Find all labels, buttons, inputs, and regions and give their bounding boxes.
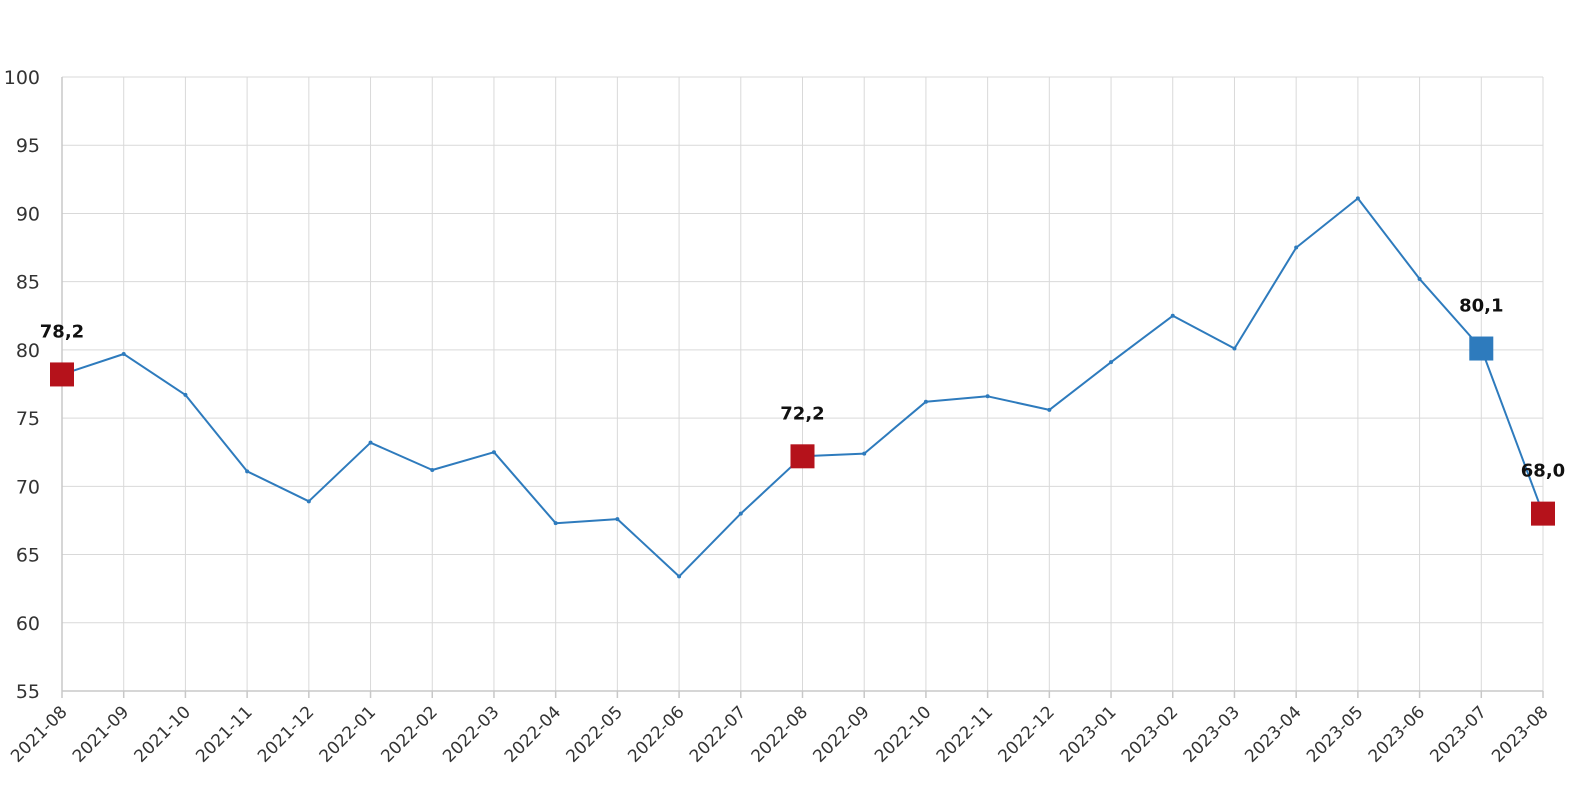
x-tick-label: 2023-07 [1426, 702, 1490, 766]
highlight-marker [790, 444, 815, 469]
data-point [1047, 407, 1052, 412]
x-tick-label: 2022-03 [439, 702, 503, 766]
x-tick-label: 2023-03 [1180, 702, 1244, 766]
highlight-marker [1469, 336, 1494, 361]
x-tick-label: 2023-08 [1488, 702, 1552, 766]
data-point [121, 351, 126, 356]
y-tick-label: 80 [16, 340, 40, 362]
y-tick-label: 95 [16, 135, 40, 157]
x-tick-label: 2022-02 [377, 702, 441, 766]
x-tick-label: 2022-05 [563, 702, 627, 766]
data-point [368, 440, 373, 445]
data-point [738, 511, 743, 516]
x-tick-label: 2022-04 [501, 702, 565, 766]
y-tick-label: 60 [16, 613, 40, 635]
x-tick-label: 2023-02 [1118, 702, 1182, 766]
y-tick-label: 90 [16, 203, 40, 225]
y-tick-label: 65 [16, 545, 40, 567]
highlight-markers [50, 336, 1555, 526]
highlight-marker [1531, 501, 1555, 526]
x-tick-label: 2023-04 [1241, 702, 1305, 766]
data-point [1109, 360, 1114, 365]
x-tick-label: 2022-11 [933, 702, 997, 766]
data-point [1170, 313, 1175, 318]
data-point [985, 394, 990, 399]
data-label: 68,0 [1521, 461, 1565, 482]
data-point [430, 467, 435, 472]
data-labels: 78,2 72,2 80,1 68,0 [40, 296, 1565, 482]
y-tick-label: 70 [16, 476, 40, 498]
grid-lines [61, 76, 1544, 692]
x-tick-label: 2022-07 [686, 702, 750, 766]
x-tick-label: 2021-09 [69, 702, 133, 766]
x-tick-label: 2022-09 [809, 702, 873, 766]
data-point [183, 392, 188, 397]
data-point [862, 451, 867, 456]
data-point [553, 521, 558, 526]
y-axis-tick-labels: 55 60 65 70 75 80 85 90 95 100 [4, 67, 40, 703]
data-point [306, 499, 311, 504]
data-point [1232, 346, 1237, 351]
x-tick-label: 2022-08 [748, 702, 812, 766]
y-tick-label: 85 [16, 272, 40, 294]
data-point [615, 517, 620, 522]
data-label: 78,2 [40, 321, 84, 342]
data-point [1294, 245, 1299, 250]
data-label: 72,2 [780, 403, 824, 424]
x-tick-label: 2022-10 [871, 702, 935, 766]
x-tick-label: 2021-08 [7, 702, 71, 766]
y-tick-label: 55 [16, 681, 40, 703]
data-point [923, 399, 928, 404]
highlight-marker [50, 362, 74, 387]
x-axis-tick-labels: 2021-082021-092021-102021-112021-122022-… [7, 702, 1552, 766]
x-tick-label: 2023-01 [1056, 702, 1120, 766]
data-point [1417, 276, 1422, 281]
data-point [1355, 196, 1360, 201]
y-tick-label: 75 [16, 408, 40, 430]
x-tick-label: 2021-10 [131, 702, 195, 766]
x-tick-label: 2022-12 [995, 702, 1059, 766]
x-tick-label: 2023-05 [1303, 702, 1367, 766]
x-tick-label: 2022-06 [624, 702, 688, 766]
data-point [491, 450, 496, 455]
x-tick-label: 2021-12 [254, 702, 318, 766]
data-point [677, 574, 682, 579]
y-tick-label: 100 [4, 67, 40, 89]
data-label: 80,1 [1459, 296, 1503, 317]
x-tick-label: 2022-01 [316, 702, 380, 766]
x-tick-label: 2023-06 [1365, 702, 1429, 766]
x-tick-label: 2021-11 [192, 702, 256, 766]
data-point [245, 469, 250, 474]
